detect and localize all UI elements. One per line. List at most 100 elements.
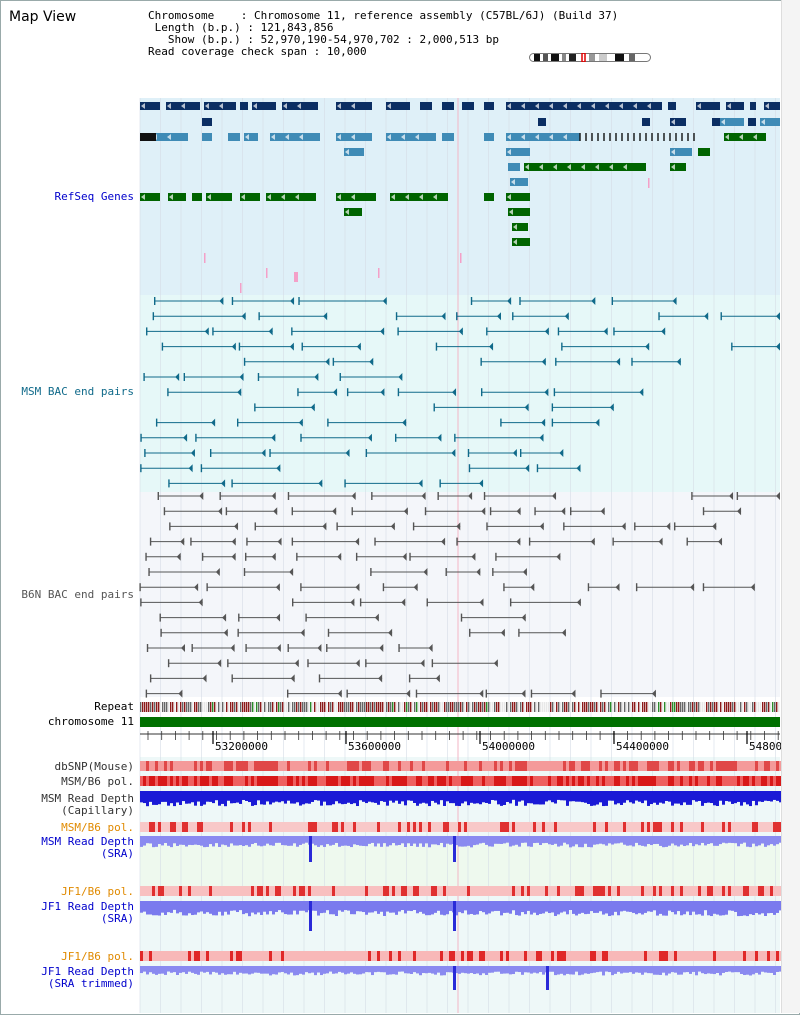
heat-cell bbox=[572, 776, 575, 786]
repeat-element bbox=[514, 702, 516, 712]
heat-cell bbox=[299, 761, 302, 771]
track-label-refseq[interactable]: RefSeq Genes bbox=[54, 190, 134, 203]
repeat-element bbox=[144, 702, 146, 712]
heat-cell bbox=[503, 776, 506, 786]
repeat-element bbox=[168, 702, 170, 712]
read-depth-bar bbox=[668, 901, 671, 911]
repeat-element bbox=[722, 702, 724, 712]
heat-cell bbox=[230, 761, 233, 771]
read-depth-bar bbox=[194, 836, 197, 845]
read-depth-bar bbox=[647, 966, 650, 974]
right-scrollbar[interactable] bbox=[781, 0, 800, 1013]
karyotype-ideogram[interactable] bbox=[529, 53, 651, 62]
heat-cell bbox=[671, 761, 674, 771]
read-depth-bar bbox=[578, 901, 581, 914]
repeat-element bbox=[280, 702, 282, 712]
read-depth-bar bbox=[311, 836, 314, 844]
track-label-msm-b6-pol-2[interactable]: MSM/B6 pol. bbox=[61, 821, 134, 834]
gene-block bbox=[344, 208, 362, 216]
read-depth-bar bbox=[374, 901, 377, 912]
heat-cell bbox=[332, 951, 335, 961]
read-depth-bar bbox=[521, 966, 524, 975]
heat-cell bbox=[341, 822, 344, 832]
heat-cell bbox=[599, 886, 602, 896]
read-depth-bar bbox=[449, 836, 452, 845]
heat-cell bbox=[776, 886, 779, 896]
track-label-b6n-bac[interactable]: B6N BAC end pairs bbox=[21, 588, 134, 601]
track-label-jf1-depth-trim[interactable]: JF1 Read Depth (SRA trimmed) bbox=[2, 966, 134, 990]
heat-cell bbox=[155, 776, 158, 786]
pseudo-gene-mark bbox=[204, 253, 206, 263]
track-label-dbsnp[interactable]: dbSNP(Mouse) bbox=[54, 760, 134, 773]
gene-strand-arrow bbox=[623, 164, 627, 170]
track-label-msm-depth-sra[interactable]: MSM Read Depth (SRA) bbox=[2, 836, 134, 860]
repeat-element bbox=[766, 702, 768, 712]
heat-cell bbox=[398, 886, 401, 896]
read-depth-bar bbox=[200, 791, 203, 806]
read-depth-bar bbox=[176, 791, 179, 803]
bac-end-arrow bbox=[479, 479, 484, 488]
heat-cell bbox=[407, 951, 410, 961]
heat-cell bbox=[773, 761, 776, 771]
repeat-element bbox=[226, 702, 228, 712]
heat-cell bbox=[704, 776, 707, 786]
read-depth-bar bbox=[779, 901, 782, 911]
repeat-element bbox=[192, 702, 194, 712]
heat-cell bbox=[257, 951, 260, 961]
bac-end-arrow bbox=[559, 449, 564, 457]
track-label-jf1-depth-sra[interactable]: JF1 Read Depth (SRA) bbox=[2, 901, 134, 925]
read-depth-bar bbox=[722, 901, 725, 916]
heat-cell bbox=[149, 761, 152, 771]
repeat-element bbox=[382, 702, 384, 712]
read-depth-bar bbox=[656, 836, 659, 844]
heat-cell bbox=[545, 951, 548, 961]
repeat-element bbox=[250, 702, 252, 712]
read-depth-bar bbox=[683, 901, 686, 915]
track-label-jf1-b6-pol[interactable]: JF1/B6 pol. bbox=[61, 885, 134, 898]
heat-cell bbox=[182, 761, 185, 771]
repeat-element bbox=[702, 702, 704, 712]
read-depth-bar bbox=[329, 901, 332, 915]
read-depth-bar bbox=[143, 791, 146, 804]
read-depth-spike bbox=[546, 966, 549, 990]
gene-strand-arrow bbox=[609, 164, 613, 170]
read-depth-bar bbox=[548, 901, 551, 914]
repeat-element bbox=[672, 702, 674, 712]
read-depth-bar bbox=[764, 966, 767, 973]
bac-end-arrow bbox=[672, 297, 677, 305]
track-label-repeat[interactable]: Repeat bbox=[94, 700, 134, 713]
read-depth-bar bbox=[455, 836, 458, 846]
read-depth-bar bbox=[488, 966, 491, 973]
heat-cell bbox=[623, 776, 626, 786]
heat-cell bbox=[140, 822, 143, 832]
heat-cell bbox=[638, 822, 641, 832]
read-depth-bar bbox=[506, 791, 509, 802]
read-depth-bar bbox=[338, 791, 341, 804]
bac-end-arrow bbox=[231, 537, 236, 546]
read-depth-bar bbox=[470, 791, 473, 803]
read-depth-bar bbox=[731, 791, 734, 804]
heat-cell bbox=[188, 776, 191, 786]
gene-block bbox=[508, 163, 520, 171]
track-label-msm-depth-cap[interactable]: MSM Read Depth (Capillary) bbox=[2, 793, 134, 817]
repeat-element bbox=[452, 702, 454, 712]
heat-cell bbox=[299, 776, 302, 786]
track-label-jf1-b6-pol-2[interactable]: JF1/B6 pol. bbox=[61, 950, 134, 963]
heat-cell bbox=[320, 951, 323, 961]
read-depth-bar bbox=[353, 966, 356, 974]
track-label-msm-b6-pol[interactable]: MSM/B6 pol. bbox=[61, 775, 134, 788]
track-label-msm-bac[interactable]: MSM BAC end pairs bbox=[21, 385, 134, 398]
heat-cell bbox=[155, 886, 158, 896]
read-depth-bar bbox=[203, 901, 206, 914]
heat-cell bbox=[677, 776, 680, 786]
repeat-element bbox=[328, 702, 330, 712]
heat-cell bbox=[518, 951, 521, 961]
heat-cell bbox=[401, 886, 404, 896]
heat-cell bbox=[572, 951, 575, 961]
heat-cell bbox=[179, 886, 182, 896]
read-depth-bar bbox=[260, 966, 263, 974]
heat-cell bbox=[158, 886, 161, 896]
heat-cell bbox=[212, 761, 215, 771]
bac-end-arrow bbox=[651, 689, 656, 698]
